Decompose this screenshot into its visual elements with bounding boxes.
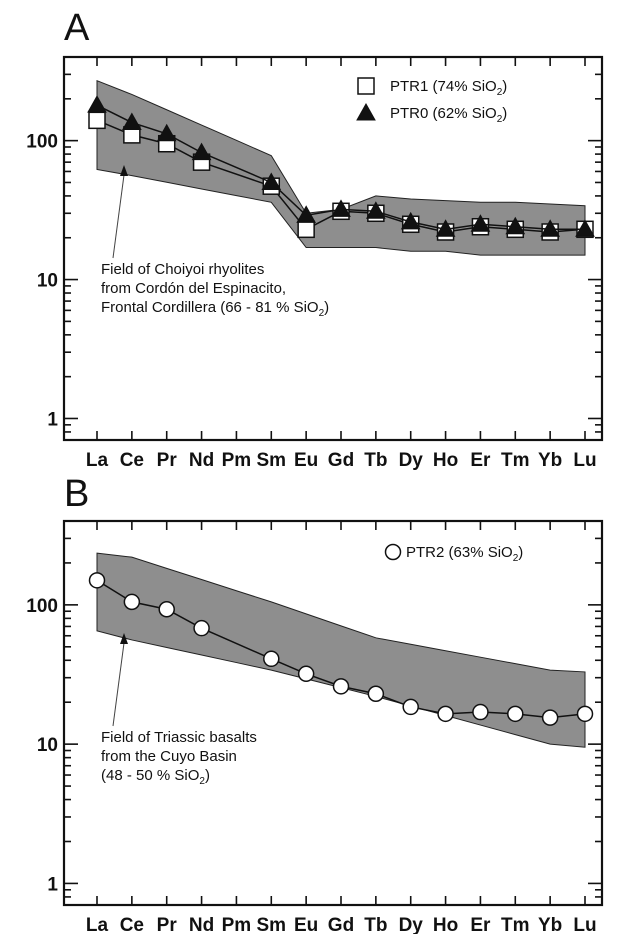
circle-marker (332, 678, 350, 695)
triangle-marker (575, 219, 595, 237)
x-tick-label: Ho (433, 450, 458, 471)
triangle-marker (356, 102, 376, 121)
x-tick-label: La (86, 915, 109, 934)
triangle-marker (331, 199, 351, 217)
y-tick-label: 100 (26, 596, 58, 617)
x-tick-label: Ce (120, 450, 144, 471)
triangle-marker (87, 95, 107, 113)
circle-marker (541, 709, 559, 726)
triangle-marker (296, 205, 316, 223)
x-tick-label: Pr (157, 915, 178, 934)
circle-marker (576, 705, 594, 723)
circle-marker (384, 543, 402, 561)
triangle-marker (156, 123, 177, 142)
circle-marker (507, 705, 524, 723)
field-annotation-line: from Cordón del Espinacito, (101, 280, 286, 297)
x-tick-label: Er (470, 450, 491, 471)
x-tick-label: Er (470, 915, 491, 934)
x-tick-label: Pm (222, 915, 252, 934)
x-tick-label: Eu (294, 450, 318, 471)
triangle-marker (435, 219, 456, 237)
x-tick-label: Tb (364, 450, 387, 471)
field-annotation-line: (48 - 50 % SiO2) (101, 767, 210, 787)
circle-marker (123, 593, 141, 611)
legend-label: PTR1 (74% SiO2) (390, 78, 507, 98)
x-tick-label: Gd (328, 450, 354, 471)
x-tick-label: Gd (328, 915, 354, 934)
y-tick-label: 10 (37, 271, 58, 292)
field-annotation-line: Frontal Cordillera (66 - 81 % SiO2) (101, 299, 329, 319)
field-polygon (96, 79, 586, 256)
field-annotation-line: from the Cuyo Basin (101, 748, 237, 765)
triangle-marker (400, 211, 421, 230)
triangle-marker (191, 142, 212, 161)
panel-letter: A (64, 7, 90, 49)
circle-marker (402, 698, 419, 716)
x-tick-label: Dy (399, 450, 424, 471)
circle-marker (158, 600, 175, 618)
y-tick-label: 100 (26, 132, 58, 153)
triangle-marker (470, 214, 491, 232)
x-tick-label: Tb (364, 915, 387, 934)
series-triangle (87, 95, 595, 237)
x-tick-label: Pm (222, 450, 252, 471)
x-tick-label: Pr (157, 450, 178, 471)
x-tick-label: Tm (501, 915, 530, 934)
x-tick-label: Eu (294, 915, 318, 934)
legend-label: PTR2 (63% SiO2) (406, 544, 523, 564)
panel-letter: B (64, 473, 89, 515)
panel-b: B 1 10 100 La Ce Pr Nd Pm Sm Eu Gd Tb Dy Ho Er Tm Yb Lu PTR… (26, 473, 604, 934)
circle-marker (88, 572, 106, 589)
annotation-arrow-line (112, 642, 125, 727)
x-tick-label: La (86, 450, 109, 471)
triangle-marker (122, 112, 142, 131)
x-tick-label: Dy (399, 915, 424, 934)
triangle-marker (505, 216, 526, 235)
annotation-arrowhead (120, 165, 128, 176)
x-tick-label: Yb (538, 450, 562, 471)
y-tick-label: 1 (47, 874, 58, 895)
square-marker (88, 111, 106, 130)
field-annotation-line: Field of Triassic basalts (101, 729, 257, 746)
series-circle (88, 572, 594, 726)
x-tick-label: Lu (573, 450, 596, 471)
plot-frame (62, 519, 604, 907)
y-tick-label: 10 (37, 735, 58, 756)
annotation-arrowhead (120, 633, 128, 644)
circle-marker (193, 619, 210, 637)
x-tick-label: Lu (573, 915, 596, 934)
x-tick-label: Nd (189, 915, 214, 934)
x-tick-label: Yb (538, 915, 562, 934)
panel-a: A 1 10 100 La Ce Pr Nd Pm Sm Eu Gd Tb Dy Ho Er Tm Yb Lu PTR… (26, 7, 604, 471)
x-tick-label: Tm (501, 450, 530, 471)
legend-label: PTR0 (62% SiO2) (390, 105, 507, 125)
circle-marker (367, 685, 385, 703)
y-tick-label: 1 (47, 409, 58, 430)
x-tick-label: Ho (433, 915, 458, 934)
x-tick-label: Sm (256, 450, 286, 471)
x-tick-label: Nd (189, 450, 214, 471)
triangle-marker (261, 172, 282, 190)
triangle-marker (540, 219, 560, 237)
square-marker (297, 220, 315, 239)
field-polygon (96, 552, 586, 748)
circle-marker (472, 703, 489, 721)
x-tick-label: Sm (256, 915, 286, 934)
circle-marker (263, 650, 280, 668)
triangle-marker (366, 201, 386, 219)
annotation-arrow-line (112, 174, 125, 259)
field-annotation-line: Field of Choiyoi rhyolites (101, 261, 264, 278)
plot-frame (62, 55, 604, 442)
square-marker (357, 77, 375, 95)
circle-marker (297, 665, 315, 683)
circle-marker (437, 705, 454, 723)
x-tick-label: Ce (120, 915, 144, 934)
